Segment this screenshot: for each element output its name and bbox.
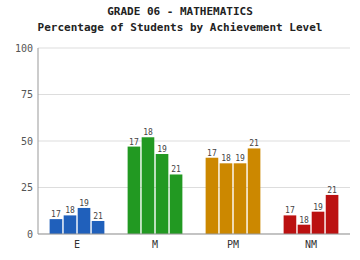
y-tick-label: 0 bbox=[27, 229, 33, 240]
bar-series-label: 17 bbox=[207, 149, 217, 158]
y-axis bbox=[38, 48, 39, 234]
chart: GRADE 06 - MATHEMATICS Percentage of Stud… bbox=[0, 0, 360, 260]
bar bbox=[326, 195, 339, 234]
bar bbox=[142, 137, 155, 234]
bar-series-label: 18 bbox=[65, 206, 75, 215]
grid-line bbox=[38, 141, 350, 142]
bar bbox=[298, 225, 311, 234]
bar-series-label: 19 bbox=[157, 145, 167, 154]
x-axis bbox=[38, 234, 350, 235]
x-tick-label: NM bbox=[305, 239, 317, 250]
bar-labels: 17 17 17 17 18 18 18 18 19 19 19 19 21 21 21 21 bbox=[51, 128, 337, 224]
bar bbox=[128, 147, 141, 234]
y-tick-label: 75 bbox=[21, 89, 33, 100]
bar bbox=[64, 215, 77, 234]
y-tick-label: 100 bbox=[15, 43, 33, 54]
bar bbox=[284, 215, 297, 234]
grid-line bbox=[38, 187, 350, 188]
bar bbox=[50, 219, 63, 234]
grid-line bbox=[38, 94, 350, 95]
bar-series-label: 21 bbox=[93, 212, 103, 221]
bar-series-label: 19 bbox=[79, 199, 89, 208]
bar-series-label: 19 bbox=[313, 203, 323, 212]
bar bbox=[220, 163, 233, 234]
bar bbox=[234, 163, 247, 234]
bar bbox=[248, 148, 261, 234]
x-tick-label: E bbox=[74, 239, 80, 250]
bar-series-label: 21 bbox=[171, 165, 181, 174]
bar bbox=[312, 212, 325, 234]
bar-series-label: 21 bbox=[249, 139, 259, 148]
bar bbox=[92, 221, 105, 234]
grid-line bbox=[38, 48, 350, 49]
bar-series-label: 18 bbox=[221, 154, 231, 163]
bars bbox=[50, 137, 339, 234]
bar bbox=[206, 158, 219, 234]
y-tick-label: 25 bbox=[21, 182, 33, 193]
x-tick-label: PM bbox=[227, 239, 239, 250]
bar-series-label: 17 bbox=[51, 210, 61, 219]
x-tick-label: M bbox=[152, 239, 158, 250]
bar bbox=[156, 154, 169, 234]
bar-series-label: 18 bbox=[299, 216, 309, 225]
bar-series-label: 17 bbox=[129, 138, 139, 147]
bar bbox=[78, 208, 91, 234]
y-tick-label: 50 bbox=[21, 136, 33, 147]
bar-series-label: 19 bbox=[235, 154, 245, 163]
bar-series-label: 18 bbox=[143, 128, 153, 137]
grid-line bbox=[38, 234, 350, 235]
title: GRADE 06 - MATHEMATICS bbox=[107, 5, 253, 18]
bar-series-label: 21 bbox=[327, 186, 337, 195]
bar-series-label: 17 bbox=[285, 206, 295, 215]
bar bbox=[170, 174, 183, 234]
subtitle: Percentage of Students by Achievement Le… bbox=[38, 21, 323, 34]
